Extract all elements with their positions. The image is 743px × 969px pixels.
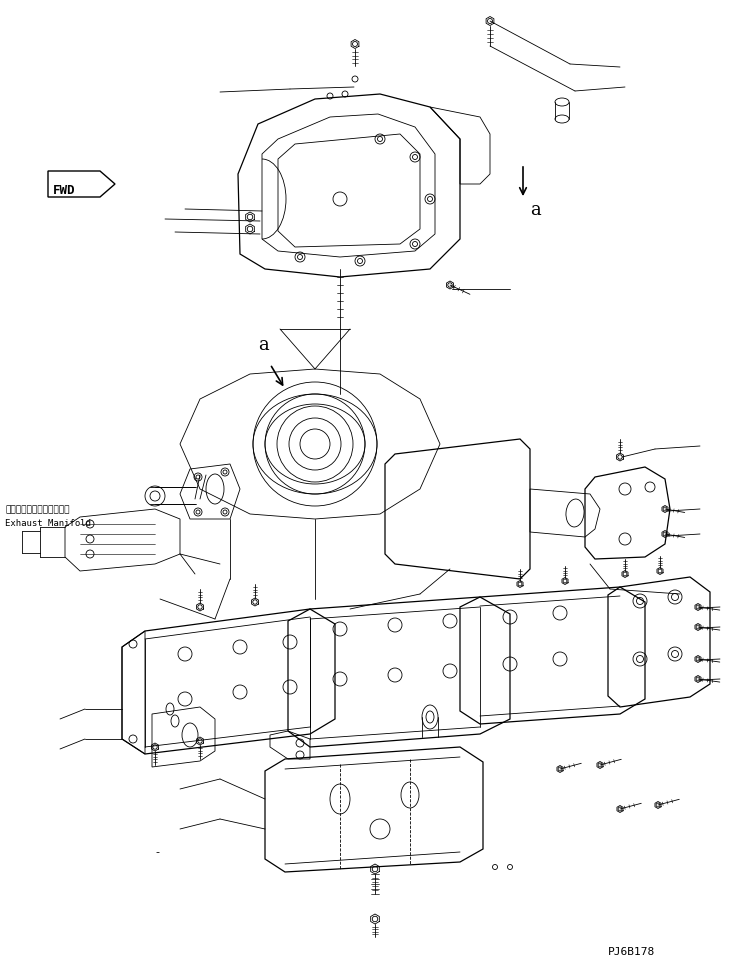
Text: -: - [155, 846, 159, 857]
Text: エキゾーストマニホールド: エキゾーストマニホールド [5, 505, 70, 514]
Text: a: a [530, 201, 541, 219]
Text: a: a [258, 335, 269, 354]
Text: PJ6B178: PJ6B178 [608, 946, 655, 956]
Text: FWD: FWD [53, 184, 76, 198]
Text: Exhaust Manifold: Exhaust Manifold [5, 519, 91, 528]
